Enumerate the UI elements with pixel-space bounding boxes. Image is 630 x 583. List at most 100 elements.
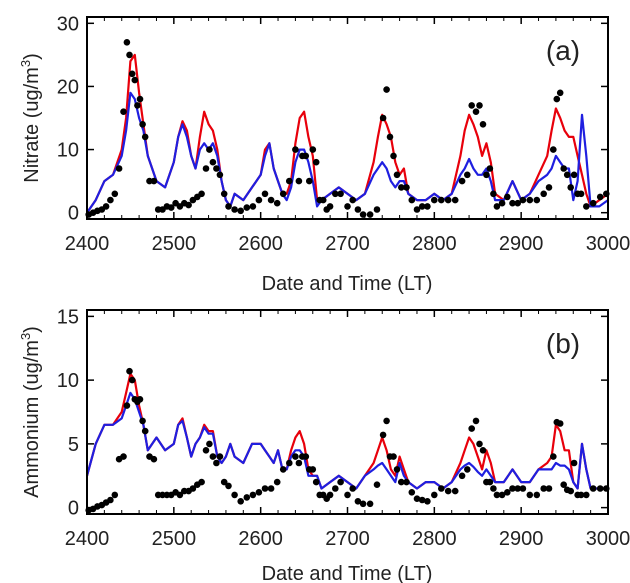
panel-b-xtick-label: 3000 [586,528,630,550]
panel-b-obs-point [216,453,224,460]
panel-b-xlabel: Date and Time (LT) [262,563,433,583]
panel-b-obs-point [337,478,344,486]
panel-a-xtick-label: 2800 [412,233,457,255]
panel-b-obs-point [373,481,381,489]
panel-a-obs-point [413,206,421,213]
panel-b-obs-point [514,485,521,492]
panel-a-ylabel-main: Nitrate (ug/m [21,67,43,183]
panel-b-xtick-label: 2600 [238,528,283,550]
panel-b-obs-point [583,491,590,499]
panel-b-obs-point [493,491,501,499]
panel-b-obs-point [231,491,238,499]
panel-b-xtick-label: 2700 [325,528,370,550]
panel-a-obs-point [349,196,357,204]
panel-b-obs-point [220,478,228,486]
panel-a-obs-point [408,196,416,204]
panel-a-series-line-red [86,53,609,214]
panel-a-obs-point [337,190,344,198]
panel-b-ticks: 2400 2500 2600 2700 2800 2900 3000 0 5 10 15 [57,306,630,550]
panel-a-obs-point [444,196,452,204]
panel-a-obs-point [476,102,483,109]
panel-b-obs-point [213,459,220,467]
panel-a-obs-point [273,199,281,207]
panel-a-obs-point [209,158,217,166]
panel-a-obs-point [533,196,541,204]
panel-b-xtick-label: 2400 [65,528,110,550]
panel-a-xtick-label: 2700 [325,233,370,255]
panel-b-obs-point [295,459,303,467]
panel-a-obs-point [472,108,480,115]
panel-b-obs-point [418,496,426,504]
panel-a-xtick-label: 2500 [152,233,197,255]
panel-a-obs-point [464,171,471,179]
panel-b-obs-point [349,485,357,492]
panel-b-obs-point [198,478,205,486]
panel-a-obs-point [483,171,490,179]
panel-b-obs-point [286,459,293,467]
panel-a-obs-point [390,152,397,160]
panel-a-obs-point [468,102,476,109]
panel-a-obs-point [319,196,327,204]
panel-b-obs-point [366,500,374,508]
panel-a-obs-point [102,203,110,210]
panel-b-obs-point [458,472,466,480]
panel-a-obs-point [451,196,459,204]
panel-b-obs-point [107,496,114,504]
panel-b-obs-point [326,491,334,499]
panel-a-obs-point [302,152,310,160]
panel-a-obs-point [490,190,497,198]
panel-a-obs-point [493,203,501,210]
panel-a-obs-point [386,133,394,141]
panel-b-obs-point [570,459,578,467]
panel-b-xtick-label: 2500 [152,528,197,550]
panel-b-obs-point [468,425,476,432]
panel-a-xtick-label: 2600 [238,233,283,255]
panel-a-obs-point [498,199,506,207]
panel-a-obs-point [150,177,158,185]
panel-b-obs-point [424,498,431,505]
panel-a-obs-point [567,184,574,191]
panel-a-ylabel-tail: ) [21,53,43,60]
panel-b-ytick-label: 15 [57,306,79,328]
panel-a-obs-point [589,199,597,207]
panel-a-obs-point [550,146,557,153]
panel-b-obs-point [302,453,310,460]
panel-a-obs-point [514,199,521,207]
panel-a-ytick-label: 0 [68,203,79,225]
panel-a-obs-point [123,39,131,46]
panel-b-obs-point [128,376,136,384]
panel-b-obs-point [479,447,487,454]
panel-a-obs-point [560,165,567,172]
panel-a-ytick-label: 10 [57,140,79,162]
panel-b-obs-point [273,478,281,486]
panel-a-obs-point [292,146,299,153]
panel-b-obs-point [577,491,585,499]
panel-b-obs-point [393,466,401,473]
panel-a-obs-point [583,203,590,210]
panel-b-obs-point [123,402,131,409]
panel-a-obs-point [309,146,317,153]
panel-b-obs-point [408,489,416,496]
panel-a-obs-point [393,171,401,179]
panel-b-obs-point [292,453,299,460]
panel-a-obs-point [373,206,381,213]
panel-b-obs-point [486,478,494,486]
panel-a-obs-point [359,211,367,218]
panel-b-obs-point [444,487,452,495]
panel-a-obs-point [479,121,487,128]
panel-a-obs-point [545,184,553,191]
panel-a-obs-point [577,190,585,198]
panel-a-obs-point [354,206,362,213]
panel-a-obs-point [115,165,123,172]
panel-a-obs-point [418,203,426,210]
panel-a-obs-point [225,203,232,210]
panel-b-obs-point [589,485,597,492]
panel-a-obs-point [438,196,445,204]
panel-b-obs-point [126,367,133,375]
panel-b-obs-point [111,491,119,499]
panel-a-obs-point [332,190,339,198]
panel-a-obs-point [107,196,114,204]
panel-b-obs-point [498,491,506,499]
panel-b-obs-point [136,396,144,403]
